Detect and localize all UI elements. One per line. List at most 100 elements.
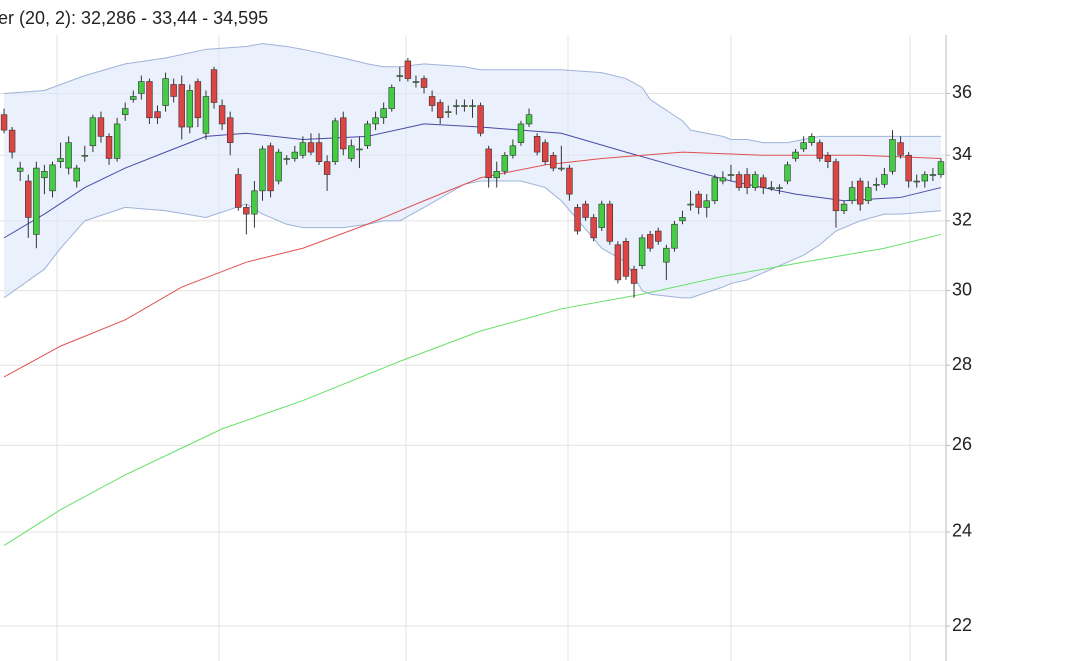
- y-tick-label: 30: [952, 279, 972, 299]
- candle-body: [719, 177, 727, 182]
- candle-body: [541, 142, 549, 162]
- candle-body: [299, 142, 307, 156]
- candle-body: [695, 193, 702, 208]
- band-area: [4, 43, 941, 298]
- candle-body: [25, 180, 32, 218]
- candle-body: [501, 154, 509, 172]
- candle-body: [937, 161, 945, 175]
- candle-body: [404, 60, 412, 79]
- y-tick-label: 32: [952, 210, 972, 230]
- candle-body: [105, 136, 113, 159]
- candle-body: [630, 268, 638, 284]
- candle-body: [533, 136, 541, 153]
- candle-body: [517, 123, 525, 143]
- candle-body: [307, 142, 315, 153]
- candle-body: [509, 145, 517, 156]
- moving-average: [3, 123, 942, 239]
- candle-body: [840, 203, 848, 212]
- candle-body: [388, 87, 395, 109]
- candle-body: [493, 171, 500, 179]
- candle-body: [873, 183, 880, 186]
- candle-body: [130, 96, 137, 100]
- candle-body: [340, 117, 347, 150]
- candle-body: [65, 142, 72, 169]
- candle-body: [711, 177, 719, 202]
- candle-body: [291, 151, 299, 159]
- candle-body: [881, 174, 888, 185]
- candle-body: [655, 230, 662, 242]
- candle-body: [784, 164, 791, 182]
- y-tick-label: 36: [952, 82, 972, 102]
- candle-body: [751, 174, 759, 188]
- candle-body: [380, 108, 387, 119]
- candle-body: [16, 167, 24, 172]
- candle-body: [921, 174, 929, 182]
- candle-body: [929, 174, 937, 176]
- candle-body: [525, 114, 533, 125]
- candle-body: [364, 123, 371, 147]
- candle-body: [646, 234, 654, 249]
- moving-average: [3, 233, 942, 546]
- candle-body: [445, 111, 452, 113]
- candle-body: [8, 129, 16, 153]
- candle-body: [218, 105, 226, 125]
- candle-body: [154, 111, 161, 119]
- candle-body: [485, 148, 492, 179]
- candle-body: [412, 81, 420, 83]
- candle-body: [323, 161, 331, 175]
- candle-body: [606, 203, 614, 242]
- candle-body: [743, 174, 751, 188]
- candle-body: [913, 180, 920, 183]
- candle-body: [243, 207, 250, 215]
- candle-body: [808, 136, 815, 143]
- candle-body: [461, 105, 468, 107]
- candle-body: [33, 167, 40, 235]
- candle-body: [800, 142, 807, 150]
- candle-body: [477, 105, 484, 134]
- candle-body: [865, 187, 872, 202]
- candle-body: [251, 190, 258, 215]
- candle-body: [194, 81, 202, 119]
- y-tick-label: 22: [952, 615, 972, 635]
- candle-body: [0, 114, 8, 131]
- candle-body: [436, 102, 444, 119]
- candle-body: [162, 78, 169, 106]
- candle-body: [81, 154, 89, 157]
- candle-body: [235, 174, 242, 208]
- candle-body: [897, 142, 904, 156]
- candle-body: [178, 84, 185, 128]
- candle-body: [267, 145, 274, 192]
- candle-body: [905, 154, 912, 182]
- candle-body: [574, 207, 581, 232]
- y-tick-label: 34: [952, 144, 972, 164]
- candle-body: [735, 174, 743, 188]
- candle-body: [679, 217, 686, 222]
- candle-body: [275, 151, 282, 182]
- candle-body: [469, 105, 476, 107]
- band-lower: [3, 180, 942, 299]
- candle-body: [816, 142, 824, 159]
- candle-body: [832, 161, 840, 212]
- candle-body: [703, 200, 710, 208]
- candle-body: [663, 247, 670, 263]
- candle-body: [138, 81, 145, 94]
- candle-body: [57, 158, 64, 162]
- candle-body: [49, 164, 56, 192]
- candle-body: [41, 171, 48, 179]
- candle-body: [614, 244, 622, 281]
- candle-body: [768, 187, 775, 189]
- y-tick-label: 26: [952, 434, 972, 454]
- candle-body: [428, 96, 436, 106]
- candle-body: [622, 241, 630, 277]
- y-tick-label: 28: [952, 354, 972, 374]
- candle-body: [283, 158, 290, 160]
- candle-body: [113, 123, 121, 159]
- candle-body: [558, 167, 565, 170]
- candle-body: [186, 90, 194, 128]
- moving-average: [3, 151, 941, 378]
- candle-body: [210, 69, 218, 103]
- candle-body: [356, 148, 363, 151]
- candle-body: [420, 78, 428, 88]
- candle-body: [89, 117, 97, 147]
- candle-body: [687, 203, 694, 206]
